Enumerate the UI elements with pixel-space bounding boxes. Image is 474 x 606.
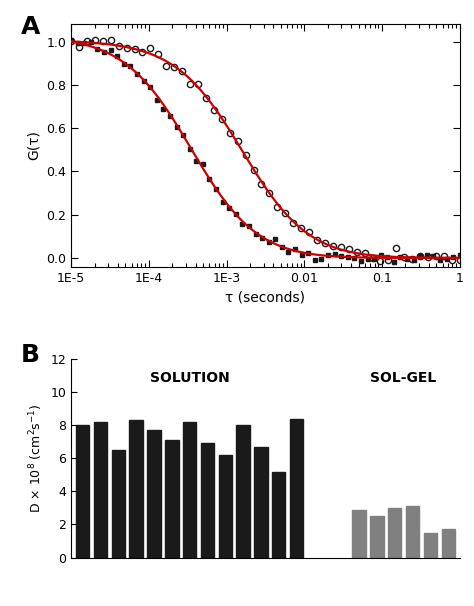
Bar [165,440,179,558]
Bar [147,430,161,558]
Bar [219,455,232,558]
Text: SOL-GEL: SOL-GEL [371,371,437,385]
Bar [76,425,90,558]
Bar [406,506,419,558]
Bar [290,419,303,558]
Y-axis label: G(τ): G(τ) [27,130,41,161]
Y-axis label: D $\times$ 10$^8$ (cm$^2$s$^{-1}$): D $\times$ 10$^8$ (cm$^2$s$^{-1}$) [27,404,45,513]
Bar [94,422,107,558]
Bar [237,425,250,558]
Bar [388,508,401,558]
Bar [129,421,143,558]
Bar [254,447,268,558]
Text: A: A [20,15,40,39]
Bar [112,450,125,558]
Bar [272,471,285,558]
Text: SOLUTION: SOLUTION [150,371,229,385]
Bar [370,516,383,558]
X-axis label: τ (seconds): τ (seconds) [226,290,305,304]
Bar [183,422,196,558]
Bar [352,510,366,558]
Bar [424,533,437,558]
Text: B: B [20,344,39,367]
Bar [441,530,455,558]
Bar [201,444,214,558]
